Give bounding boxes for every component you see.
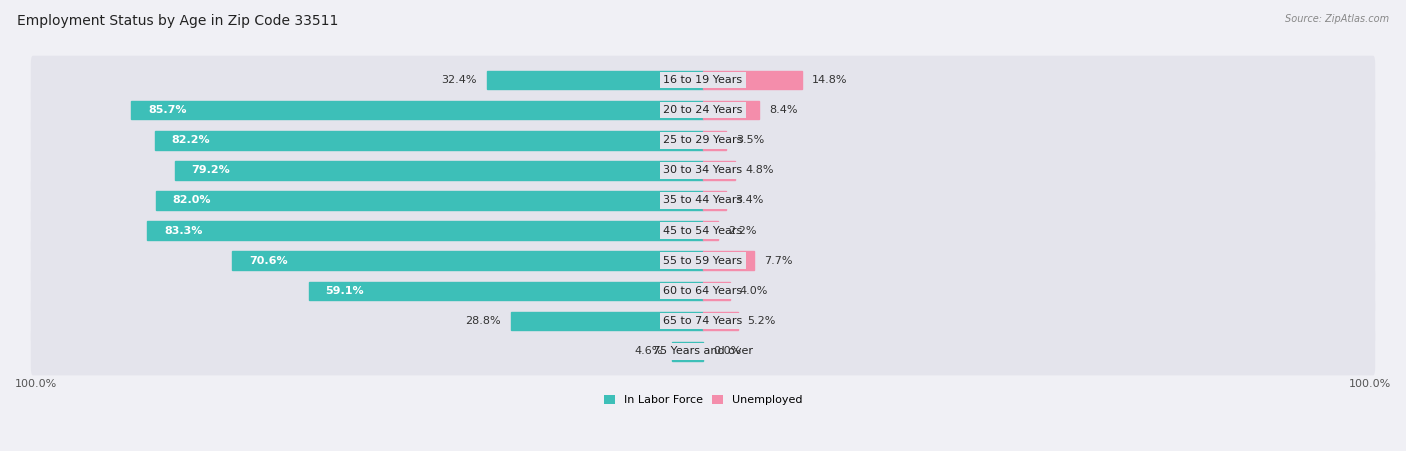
Bar bbox=[703, 101, 759, 120]
FancyBboxPatch shape bbox=[31, 176, 1375, 225]
Text: 75 Years and over: 75 Years and over bbox=[652, 346, 754, 356]
Bar bbox=[510, 312, 703, 331]
Text: 16 to 19 Years: 16 to 19 Years bbox=[664, 75, 742, 85]
Text: 59.1%: 59.1% bbox=[326, 286, 364, 296]
Text: 4.0%: 4.0% bbox=[740, 286, 768, 296]
Bar bbox=[132, 101, 703, 120]
FancyBboxPatch shape bbox=[31, 207, 1375, 255]
Text: 35 to 44 Years: 35 to 44 Years bbox=[664, 195, 742, 206]
Text: 3.4%: 3.4% bbox=[735, 195, 763, 206]
Text: 60 to 64 Years: 60 to 64 Years bbox=[664, 286, 742, 296]
Bar bbox=[703, 252, 755, 270]
FancyBboxPatch shape bbox=[31, 267, 1375, 315]
FancyBboxPatch shape bbox=[31, 297, 1375, 345]
Text: Source: ZipAtlas.com: Source: ZipAtlas.com bbox=[1285, 14, 1389, 23]
Bar bbox=[672, 342, 703, 361]
Text: 25 to 29 Years: 25 to 29 Years bbox=[664, 135, 742, 145]
Text: 82.0%: 82.0% bbox=[173, 195, 211, 206]
Text: 5.2%: 5.2% bbox=[748, 316, 776, 326]
Text: 85.7%: 85.7% bbox=[148, 105, 187, 115]
Bar bbox=[232, 252, 703, 270]
FancyBboxPatch shape bbox=[31, 146, 1375, 194]
Bar bbox=[486, 70, 703, 89]
Bar bbox=[155, 131, 703, 150]
Bar bbox=[174, 161, 703, 179]
Bar bbox=[703, 131, 727, 150]
Bar bbox=[703, 312, 738, 331]
Text: 30 to 34 Years: 30 to 34 Years bbox=[664, 166, 742, 175]
Bar bbox=[703, 281, 730, 300]
FancyBboxPatch shape bbox=[31, 86, 1375, 134]
Text: 65 to 74 Years: 65 to 74 Years bbox=[664, 316, 742, 326]
Text: 83.3%: 83.3% bbox=[165, 226, 202, 235]
Text: Employment Status by Age in Zip Code 33511: Employment Status by Age in Zip Code 335… bbox=[17, 14, 339, 28]
Bar bbox=[703, 161, 735, 179]
Bar bbox=[156, 191, 703, 210]
Text: 20 to 24 Years: 20 to 24 Years bbox=[664, 105, 742, 115]
Text: 8.4%: 8.4% bbox=[769, 105, 797, 115]
Text: 32.4%: 32.4% bbox=[441, 75, 477, 85]
FancyBboxPatch shape bbox=[31, 327, 1375, 375]
Text: 14.8%: 14.8% bbox=[811, 75, 848, 85]
Bar bbox=[309, 281, 703, 300]
Legend: In Labor Force, Unemployed: In Labor Force, Unemployed bbox=[599, 390, 807, 410]
FancyBboxPatch shape bbox=[31, 237, 1375, 285]
Text: 28.8%: 28.8% bbox=[465, 316, 501, 326]
Text: 70.6%: 70.6% bbox=[249, 256, 287, 266]
Text: 4.6%: 4.6% bbox=[634, 346, 662, 356]
Text: 79.2%: 79.2% bbox=[191, 166, 231, 175]
Bar bbox=[703, 70, 801, 89]
Bar bbox=[148, 221, 703, 240]
Bar bbox=[703, 221, 717, 240]
Text: 3.5%: 3.5% bbox=[737, 135, 765, 145]
FancyBboxPatch shape bbox=[31, 116, 1375, 164]
Text: 4.8%: 4.8% bbox=[745, 166, 773, 175]
Text: 82.2%: 82.2% bbox=[172, 135, 209, 145]
Text: 7.7%: 7.7% bbox=[765, 256, 793, 266]
Bar bbox=[703, 191, 725, 210]
FancyBboxPatch shape bbox=[31, 56, 1375, 104]
Text: 2.2%: 2.2% bbox=[728, 226, 756, 235]
Text: 45 to 54 Years: 45 to 54 Years bbox=[664, 226, 742, 235]
Text: 0.0%: 0.0% bbox=[713, 346, 741, 356]
Text: 55 to 59 Years: 55 to 59 Years bbox=[664, 256, 742, 266]
